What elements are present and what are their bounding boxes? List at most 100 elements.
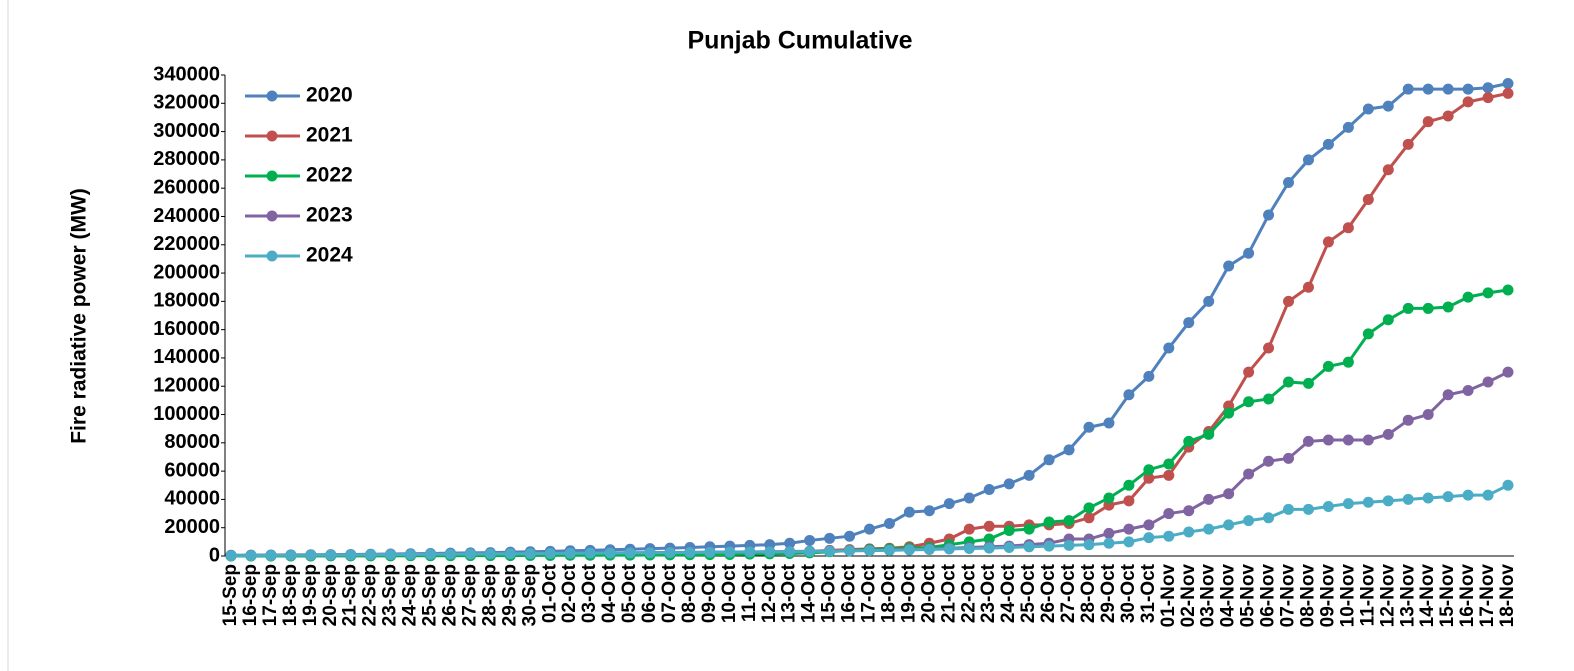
data-point — [365, 549, 377, 561]
data-point — [1183, 505, 1195, 517]
data-point — [824, 532, 836, 544]
legend-marker — [266, 90, 278, 102]
y-tick-label: 180000 — [153, 290, 220, 312]
data-point — [903, 544, 915, 556]
x-tick-label: 09-Nov — [1317, 564, 1338, 628]
data-point — [1243, 366, 1255, 378]
x-tick-label: 12-Nov — [1377, 564, 1398, 628]
x-tick-label: 18-Sep — [280, 564, 301, 626]
x-tick-label: 16-Sep — [240, 564, 261, 626]
data-point — [1302, 435, 1314, 447]
data-point — [1442, 83, 1454, 95]
legend-label: 2022 — [306, 164, 353, 187]
y-tick-label: 60000 — [164, 459, 220, 481]
data-point — [1322, 236, 1334, 248]
data-point — [864, 523, 875, 535]
x-tick-label: 07-Oct — [659, 563, 680, 623]
data-point — [544, 547, 556, 559]
data-point — [1043, 540, 1055, 552]
data-point — [1163, 530, 1175, 542]
data-point — [1302, 503, 1314, 515]
data-point — [1422, 302, 1434, 314]
data-point — [1123, 389, 1135, 401]
data-point — [524, 548, 536, 560]
data-point — [824, 545, 836, 557]
data-point — [1402, 302, 1414, 314]
data-point — [1502, 87, 1514, 99]
data-point — [1143, 472, 1155, 484]
data-point — [1342, 498, 1354, 510]
data-point — [923, 505, 935, 517]
data-point — [983, 520, 995, 532]
y-tick-label: 280000 — [153, 148, 220, 170]
x-tick-label: 28-Oct — [1078, 563, 1099, 623]
data-point — [425, 548, 437, 560]
data-point — [1382, 314, 1394, 326]
data-point — [1043, 454, 1055, 466]
data-point — [1083, 421, 1095, 433]
x-tick-label: 14-Nov — [1417, 564, 1438, 628]
data-point — [1402, 414, 1414, 426]
data-point — [1322, 434, 1334, 446]
data-point — [1023, 469, 1035, 481]
data-point — [1422, 116, 1434, 128]
x-tick-label: 13-Nov — [1397, 564, 1418, 628]
data-point — [1283, 177, 1295, 189]
data-point — [245, 550, 257, 562]
data-point — [844, 545, 856, 557]
y-tick-label: 20000 — [164, 516, 220, 538]
data-point — [1462, 83, 1474, 95]
data-point — [1422, 83, 1434, 95]
data-point — [983, 484, 995, 496]
data-point — [1163, 469, 1175, 481]
data-point — [1223, 407, 1235, 419]
data-point — [1203, 493, 1215, 505]
data-point — [1223, 260, 1235, 272]
x-tick-label: 21-Sep — [340, 564, 361, 626]
data-point — [1302, 281, 1314, 293]
data-point — [923, 543, 935, 555]
data-point — [444, 548, 456, 560]
data-point — [1283, 295, 1295, 307]
data-point — [1203, 295, 1215, 307]
data-point — [1382, 428, 1394, 440]
data-point — [1462, 96, 1474, 108]
x-tick-label: 10-Nov — [1337, 564, 1358, 628]
data-point — [963, 543, 975, 555]
data-point — [1103, 417, 1115, 429]
data-point — [1263, 455, 1275, 467]
data-point — [664, 547, 676, 559]
data-point — [1103, 527, 1115, 539]
y-tick-label: 200000 — [153, 261, 220, 283]
data-point — [1362, 434, 1374, 446]
data-point — [1143, 464, 1155, 476]
data-point — [345, 549, 357, 561]
data-point — [325, 549, 337, 561]
x-tick-label: 04-Nov — [1218, 564, 1239, 628]
x-tick-label: 18-Nov — [1497, 564, 1518, 628]
x-tick-label: 12-Oct — [759, 563, 780, 623]
data-point — [1283, 376, 1295, 388]
x-tick-label: 04-Oct — [599, 563, 620, 623]
data-point — [1382, 164, 1394, 176]
data-point — [285, 549, 297, 561]
data-point — [584, 547, 596, 559]
legend-label: 2023 — [306, 204, 353, 227]
data-point — [1223, 488, 1235, 500]
data-point — [883, 517, 895, 529]
data-point — [1243, 247, 1255, 259]
data-point — [1462, 489, 1474, 501]
data-point — [1003, 525, 1015, 537]
data-point — [1003, 478, 1015, 490]
data-point — [305, 549, 317, 561]
data-point — [464, 548, 476, 560]
data-point — [1123, 523, 1135, 535]
data-point — [1302, 377, 1314, 389]
data-point — [1063, 515, 1075, 527]
x-tick-label: 16-Nov — [1457, 564, 1478, 628]
x-tick-label: 11-Oct — [739, 563, 760, 622]
data-point — [1502, 366, 1514, 378]
y-tick-label: 300000 — [153, 120, 220, 142]
legend-marker — [266, 210, 278, 222]
data-point — [1502, 479, 1514, 491]
